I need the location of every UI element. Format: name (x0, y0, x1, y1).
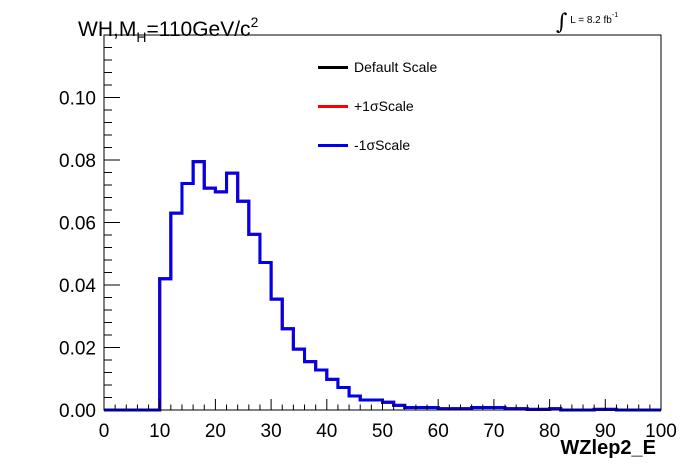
series-line-2 (104, 160, 661, 412)
x-tick-label: 90 (595, 421, 616, 442)
x-tick-label: 20 (205, 421, 226, 442)
y-tick-label: 0.06 (59, 214, 96, 235)
y-tick-label: 0.10 (59, 89, 96, 110)
legend-entry-minus-sigma: -1σScale (318, 135, 410, 155)
title-subscript: H (136, 29, 147, 45)
ticks-layer: 0 10 20 30 40 50 60 70 80 90 100 0.00 0.02 0.04 0.06 0.… (59, 47, 677, 442)
x-tick-label: 60 (428, 421, 449, 442)
x-tick-label: 0 (99, 421, 110, 442)
plot-title: WH,MH=110GeV/c2 (78, 14, 258, 45)
legend-label-minus-sigma: -1σScale (354, 137, 411, 153)
integral-symbol: ∫ (556, 10, 568, 35)
y-tick-label: 0.04 (59, 276, 96, 297)
title-prefix: WH,M (78, 18, 137, 41)
legend-label-plus-sigma: +1σScale (354, 98, 414, 114)
series-line-1 (104, 160, 661, 412)
series-layer (104, 160, 661, 412)
legend-label-default: Default Scale (354, 59, 438, 75)
luminosity-unit-exponent: -1 (611, 12, 619, 19)
luminosity-text: L = 8.2 fb (570, 15, 612, 26)
x-axis-title: WZlep2_E (560, 437, 656, 459)
x-tick-label: 40 (316, 421, 337, 442)
x-tick-label: 30 (261, 421, 282, 442)
plot-frame (103, 34, 662, 411)
x-tick-label: 70 (483, 421, 504, 442)
legend-swatch-default (318, 65, 348, 69)
y-tick-label: 0.08 (59, 151, 96, 172)
x-tick-label: 50 (372, 421, 393, 442)
series-line-0 (104, 160, 661, 412)
x-tick-label: 10 (149, 421, 170, 442)
y-tick-label: 0.00 (59, 401, 96, 422)
legend-swatch-plus-sigma (318, 104, 348, 108)
y-tick-label: 0.02 (59, 339, 96, 360)
legend-entry-plus-sigma: +1σScale (318, 96, 414, 116)
legend-swatch-minus-sigma (318, 143, 348, 147)
title-superscript: 2 (250, 14, 259, 30)
legend-entry-default: Default Scale (318, 57, 437, 77)
luminosity-label: ∫ L = 8.2 fb-1 (556, 10, 619, 35)
x-tick-label: 80 (539, 421, 560, 442)
title-value: =110GeV/c (146, 18, 251, 41)
x-tick-label: 100 (645, 421, 677, 442)
